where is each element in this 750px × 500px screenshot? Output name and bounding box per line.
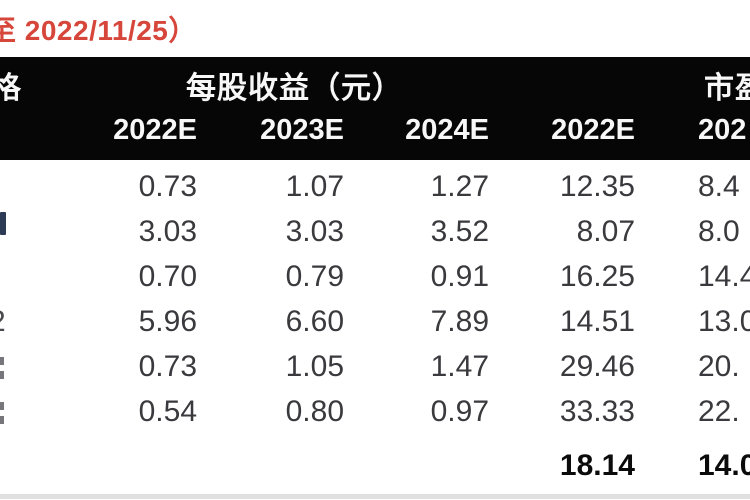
eps-2022e-header: 2022E — [113, 114, 197, 146]
clipped-left-fragment — [0, 212, 6, 235]
cell-pe-2022e: 12.35 — [559, 170, 635, 203]
table-header-band: 格 每股收益（元） 市盈 2022E 2023E 2024E 2022E 202 — [0, 57, 750, 160]
pe-group-header-partial: 市盈 — [704, 72, 750, 105]
bottom-edge-strip — [0, 494, 750, 499]
table-row: 0.73 1.07 1.27 12.35 8.4 — [0, 169, 750, 205]
table-row: 3.03 3.03 3.52 8.07 8.0 — [0, 214, 750, 250]
cell-eps-2024e: 3.52 — [430, 215, 489, 248]
date-note: 至 2022/11/25） — [0, 15, 197, 46]
cell-eps-2022e: 0.73 — [138, 350, 197, 383]
table-row: 0.70 0.79 0.91 16.25 14.4 — [0, 259, 750, 295]
cell-pe-2022e: 14.51 — [559, 305, 635, 338]
summary-pe-2022e: 18.14 — [559, 449, 635, 482]
eps-2024e-header: 2024E — [405, 114, 489, 146]
cell-eps-2022e: 5.96 — [138, 305, 197, 338]
summary-row: 18.14 14.0 — [0, 448, 750, 484]
clipped-left-fragment — [0, 416, 4, 424]
cell-pe-2022e: 33.33 — [559, 395, 635, 428]
summary-pe-2023e-partial: 14.0 — [698, 449, 750, 482]
cell-eps-2022e: 0.73 — [138, 170, 197, 203]
table-row: 0.73 1.05 1.47 29.46 20. — [0, 349, 750, 385]
clipped-left-fragment: 2 — [0, 304, 6, 340]
clipped-left-fragment — [0, 371, 4, 379]
clipped-left-fragment — [0, 357, 4, 365]
price-column-header-partial: 格 — [0, 72, 22, 105]
cell-eps-2022e: 0.54 — [138, 395, 197, 428]
cell-eps-2024e: 1.27 — [430, 170, 489, 203]
cell-pe-2023e-partial: 8.4 — [698, 170, 740, 203]
table-row: 5.96 6.60 7.89 14.51 13.0 — [0, 304, 750, 340]
cell-pe-2023e-partial: 8.0 — [698, 215, 740, 248]
cell-pe-2022e: 16.25 — [559, 260, 635, 293]
eps-2023e-header: 2023E — [260, 114, 344, 146]
cell-eps-2022e: 0.70 — [138, 260, 197, 293]
cell-eps-2023e: 3.03 — [285, 215, 344, 248]
cell-eps-2024e: 1.47 — [430, 350, 489, 383]
cell-pe-2023e-partial: 13.0 — [698, 305, 750, 338]
pe-2023e-header-partial: 202 — [698, 114, 747, 146]
cell-eps-2024e: 0.91 — [430, 260, 489, 293]
pe-2022e-header: 2022E — [551, 114, 635, 146]
cell-eps-2024e: 0.97 — [430, 395, 489, 428]
cell-pe-2023e-partial: 22. — [698, 395, 740, 428]
cell-eps-2024e: 7.89 — [430, 305, 489, 338]
cell-eps-2023e: 1.07 — [285, 170, 344, 203]
cell-eps-2023e: 1.05 — [285, 350, 344, 383]
year-header-row: 2022E 2023E 2024E 2022E 202 — [0, 110, 750, 150]
eps-group-header: 每股收益（元） — [186, 72, 403, 105]
cell-eps-2023e: 0.79 — [285, 260, 344, 293]
cell-eps-2023e: 6.60 — [285, 305, 344, 338]
table-row: 0.54 0.80 0.97 33.33 22. — [0, 394, 750, 430]
cell-pe-2022e: 8.07 — [576, 215, 635, 248]
cell-eps-2023e: 0.80 — [285, 395, 344, 428]
cell-pe-2023e-partial: 20. — [698, 350, 740, 383]
cell-pe-2022e: 29.46 — [559, 350, 635, 383]
cell-eps-2022e: 3.03 — [138, 215, 197, 248]
clipped-left-fragment — [0, 402, 4, 410]
cell-pe-2023e-partial: 14.4 — [698, 260, 750, 293]
